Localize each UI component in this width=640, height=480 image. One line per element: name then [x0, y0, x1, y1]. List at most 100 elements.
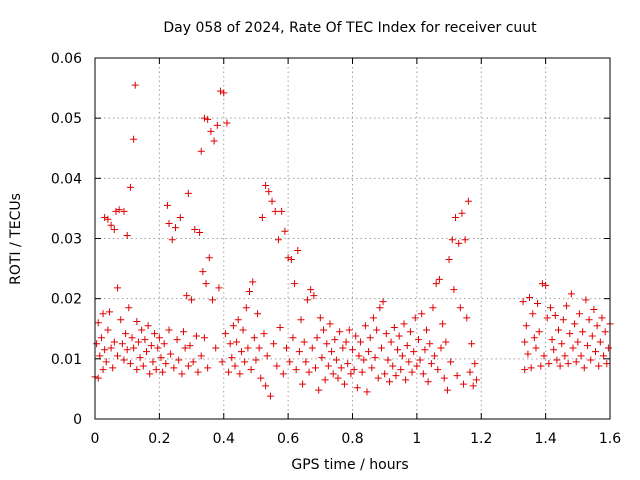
- data-point: [278, 207, 286, 215]
- data-point: [273, 362, 281, 370]
- data-point: [178, 370, 186, 378]
- data-point: [337, 364, 345, 372]
- data-point: [283, 344, 291, 352]
- data-point: [569, 344, 577, 352]
- data-point: [588, 332, 596, 340]
- data-point: [147, 342, 155, 350]
- data-point: [439, 320, 447, 328]
- data-point: [297, 316, 305, 324]
- y-tick-label: 0.04: [51, 171, 82, 187]
- data-point: [540, 352, 548, 360]
- data-point: [94, 319, 102, 327]
- data-point: [363, 388, 371, 396]
- data-point: [239, 326, 247, 334]
- data-point: [171, 224, 179, 232]
- data-point: [582, 296, 590, 304]
- chart-title: Day 058 of 2024, Rate Of TEC Index for r…: [163, 20, 537, 36]
- data-point: [387, 338, 395, 346]
- data-point: [126, 183, 134, 191]
- data-point: [577, 352, 585, 360]
- data-point: [443, 386, 451, 394]
- data-point: [575, 310, 583, 318]
- x-tick-label: 0.4: [213, 431, 235, 447]
- data-point: [188, 296, 196, 304]
- data-point: [369, 314, 377, 322]
- data-point: [303, 296, 311, 304]
- data-point: [276, 324, 284, 332]
- data-point: [595, 362, 603, 370]
- data-point: [299, 380, 307, 388]
- data-point: [263, 352, 271, 360]
- data-point: [213, 121, 221, 129]
- data-point: [530, 334, 538, 342]
- x-tick-label: 1.2: [470, 431, 492, 447]
- data-point: [223, 119, 231, 127]
- data-point: [323, 340, 331, 348]
- data-point: [316, 314, 324, 322]
- data-point: [117, 316, 125, 324]
- data-point: [184, 362, 192, 370]
- data-point: [350, 366, 358, 374]
- data-point: [93, 340, 101, 348]
- data-point: [200, 114, 208, 122]
- data-point: [361, 322, 369, 330]
- data-point: [94, 374, 102, 382]
- data-point: [463, 314, 471, 322]
- data-point: [340, 380, 348, 388]
- data-point: [291, 280, 299, 288]
- data-point: [215, 284, 223, 292]
- data-point: [318, 354, 326, 362]
- data-point: [229, 322, 237, 330]
- data-point: [167, 350, 175, 358]
- data-point: [155, 334, 163, 342]
- data-point: [138, 326, 146, 334]
- data-point: [289, 334, 297, 342]
- data-point: [208, 296, 216, 304]
- data-point: [448, 236, 456, 244]
- data-point: [358, 368, 366, 376]
- data-point: [450, 286, 458, 294]
- data-point: [226, 340, 234, 348]
- data-point: [311, 364, 319, 372]
- data-point: [583, 342, 591, 350]
- data-point: [286, 358, 294, 366]
- data-point: [384, 356, 392, 364]
- data-point: [466, 368, 474, 376]
- data-point: [237, 348, 245, 356]
- data-point: [265, 188, 273, 196]
- gridlines: [95, 58, 610, 419]
- data-point: [262, 382, 270, 390]
- data-point: [524, 350, 532, 358]
- data-point: [566, 330, 574, 338]
- data-point: [186, 342, 194, 350]
- y-tick-label: 0: [73, 412, 82, 428]
- data-point: [163, 201, 171, 209]
- data-point: [313, 334, 321, 342]
- data-point: [402, 376, 410, 384]
- data-point: [593, 322, 601, 330]
- data-point: [324, 362, 332, 370]
- data-point: [123, 231, 131, 239]
- data-point: [445, 256, 453, 264]
- data-point: [381, 370, 389, 378]
- x-tick-label: 0.8: [341, 431, 363, 447]
- data-point: [432, 280, 440, 288]
- data-point: [592, 348, 600, 356]
- data-point: [151, 330, 159, 338]
- data-point: [458, 209, 466, 217]
- data-point: [105, 308, 113, 316]
- data-point: [468, 340, 476, 348]
- data-point: [136, 354, 144, 362]
- data-point: [604, 344, 612, 352]
- data-point: [403, 342, 411, 350]
- data-point: [120, 207, 128, 215]
- data-point: [221, 330, 229, 338]
- data-point: [97, 334, 105, 342]
- x-tick-label: 0.2: [148, 431, 170, 447]
- data-point: [144, 322, 152, 330]
- x-axis-tick-labels: 0 0.2 0.4 0.6 0.8 1 1.2 1.4 1.6: [91, 431, 622, 447]
- data-point: [200, 334, 208, 342]
- x-axis-ticks: [94, 58, 611, 419]
- data-point: [440, 374, 448, 382]
- y-tick-label: 0.06: [51, 51, 82, 67]
